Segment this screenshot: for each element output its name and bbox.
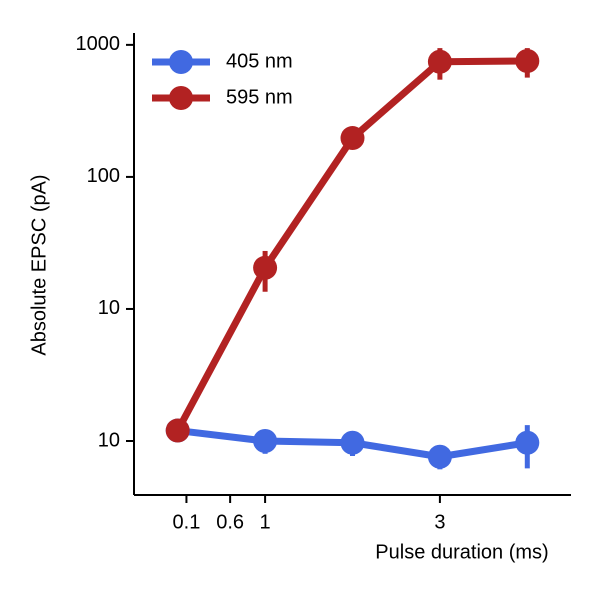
data-point — [515, 48, 540, 73]
y-tick-label: 1000 — [76, 33, 121, 55]
data-point — [427, 444, 452, 469]
y-tick-label: 100 — [87, 165, 120, 187]
x-tick-label: 1 — [260, 511, 271, 533]
x-tick-label: 3 — [434, 511, 445, 533]
legend-label: 405 nm — [226, 50, 293, 72]
y-tick-label: 10 — [98, 297, 120, 319]
legend-label: 595 nm — [226, 86, 293, 108]
data-point — [340, 430, 365, 455]
data-point — [165, 418, 190, 443]
legend-marker — [169, 86, 193, 110]
legend-marker — [169, 50, 193, 74]
y-tick-label: 10 — [98, 429, 120, 451]
series-line — [174, 57, 528, 433]
x-tick-label: 0.6 — [216, 511, 244, 533]
data-point — [253, 255, 278, 280]
data-point — [427, 49, 452, 74]
y-axis-label: Absolute EPSC (pA) — [28, 174, 50, 355]
x-tick-label: 0.1 — [173, 511, 201, 533]
data-point — [340, 126, 365, 151]
data-point — [253, 429, 278, 454]
data-point — [515, 430, 540, 455]
x-axis-label: Pulse duration (ms) — [375, 541, 548, 563]
